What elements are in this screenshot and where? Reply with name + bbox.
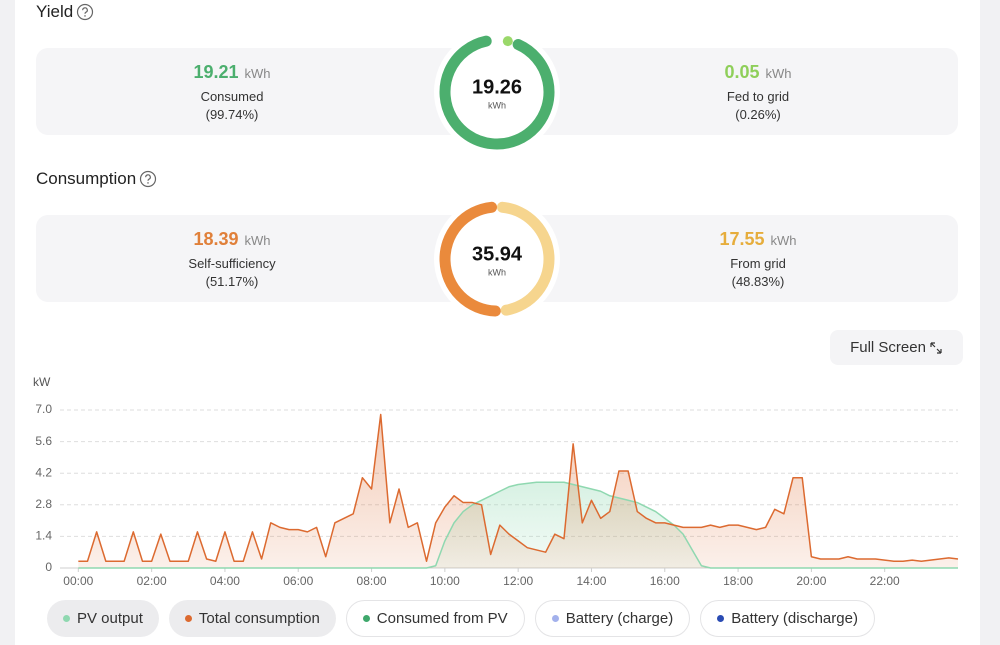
x-tick-label: 02:00 xyxy=(137,574,167,588)
y-tick-label: 0 xyxy=(45,560,52,574)
full-screen-button[interactable]: Full Screen xyxy=(830,330,963,365)
x-tick-label: 06:00 xyxy=(283,574,313,588)
legend-swatch xyxy=(63,615,70,622)
legend-item[interactable]: Battery (discharge) xyxy=(700,600,875,637)
y-tick-label: 5.6 xyxy=(35,434,52,448)
help-icon[interactable] xyxy=(76,3,94,21)
section-title: Yield xyxy=(36,1,94,23)
x-tick-label: 22:00 xyxy=(870,574,900,588)
label: Fed to grid xyxy=(726,89,790,104)
area-fill xyxy=(78,482,958,568)
donut-total: 19.26 xyxy=(472,76,522,98)
legend-swatch xyxy=(184,615,192,622)
series-line xyxy=(78,481,958,569)
value-line: 0.05 kWh xyxy=(608,62,908,83)
label: From grid xyxy=(730,256,786,271)
value: 18.39 xyxy=(193,229,239,249)
x-tick-label: 08:00 xyxy=(357,574,387,588)
x-tick-label: 10:00 xyxy=(430,574,460,588)
label: Self-sufficiency xyxy=(188,256,276,271)
legend-label: Battery (discharge) xyxy=(731,610,858,627)
value-line: 19.21 kWh xyxy=(82,62,382,83)
y-axis-label: kW xyxy=(33,375,51,389)
x-tick-label: 16:00 xyxy=(650,574,680,588)
share: (99.74%) xyxy=(205,107,259,122)
legend-label: PV output xyxy=(77,610,143,627)
donut-segment xyxy=(502,36,513,47)
y-tick-label: 7.0 xyxy=(35,402,52,416)
help-icon[interactable] xyxy=(139,170,157,188)
x-tick-label: 20:00 xyxy=(796,574,826,588)
value-line: 18.39 kWh xyxy=(82,229,382,250)
value-line: 17.55 kWh xyxy=(608,229,908,250)
share: (51.17%) xyxy=(205,274,259,289)
legend-label: Consumed from PV xyxy=(376,610,508,627)
share: (0.26%) xyxy=(735,107,781,122)
value: 19.21 xyxy=(193,62,239,82)
share: (48.83%) xyxy=(731,274,785,289)
legend-label: Total consumption xyxy=(198,610,320,627)
value: 0.05 xyxy=(724,62,760,82)
x-tick-label: 04:00 xyxy=(210,574,240,588)
full-screen-icon xyxy=(930,341,942,354)
y-tick-label: 1.4 xyxy=(35,529,52,543)
legend-swatch xyxy=(717,615,725,622)
value: 17.55 xyxy=(719,229,765,249)
x-tick-label: 12:00 xyxy=(503,574,533,588)
summary-left: 18.39 kWh Self-sufficiency (51.17%) xyxy=(82,229,382,289)
legend-item[interactable]: Battery (charge) xyxy=(534,600,691,637)
legend-item[interactable]: Total consumption xyxy=(168,600,336,637)
x-tick-label: 14:00 xyxy=(576,574,606,588)
x-tick-label: 00:00 xyxy=(63,574,93,588)
donut-unit: kWh xyxy=(488,100,506,110)
unit: kWh xyxy=(244,66,271,81)
summary-right: 17.55 kWh From grid (48.83%) xyxy=(608,229,908,289)
donut-total: 35.94 xyxy=(472,243,523,265)
section-title-text: Yield xyxy=(36,2,74,21)
donut-segment xyxy=(496,201,555,316)
label: Consumed xyxy=(200,89,264,104)
donut-segment xyxy=(439,201,501,317)
summary-left: 19.21 kWh Consumed (99.74%) xyxy=(82,62,382,122)
x-tick-label: 18:00 xyxy=(723,574,753,588)
donut-bg xyxy=(434,196,560,322)
section-title: Consumption xyxy=(36,168,157,190)
donut-unit: kWh xyxy=(488,267,506,277)
series-line xyxy=(78,413,959,562)
donut-segment xyxy=(439,35,555,150)
legend-item[interactable]: PV output xyxy=(47,600,159,637)
legend: PV output Total consumption Consumed from … xyxy=(47,600,875,637)
section-title-text: Consumption xyxy=(36,169,137,188)
legend-swatch xyxy=(362,615,370,622)
full-screen-label: Full Screen xyxy=(850,339,926,356)
unit: kWh xyxy=(244,233,271,248)
summary-right: 0.05 kWh Fed to grid (0.26%) xyxy=(608,62,908,122)
legend-label: Battery (charge) xyxy=(565,610,674,627)
unit: kWh xyxy=(770,233,797,248)
donut-bg xyxy=(434,29,560,155)
area-fill xyxy=(78,414,958,568)
legend-item[interactable]: Consumed from PV xyxy=(345,600,525,637)
y-tick-label: 2.8 xyxy=(35,497,52,511)
y-tick-label: 4.2 xyxy=(35,465,52,479)
legend-swatch xyxy=(551,615,559,622)
unit: kWh xyxy=(765,66,792,81)
